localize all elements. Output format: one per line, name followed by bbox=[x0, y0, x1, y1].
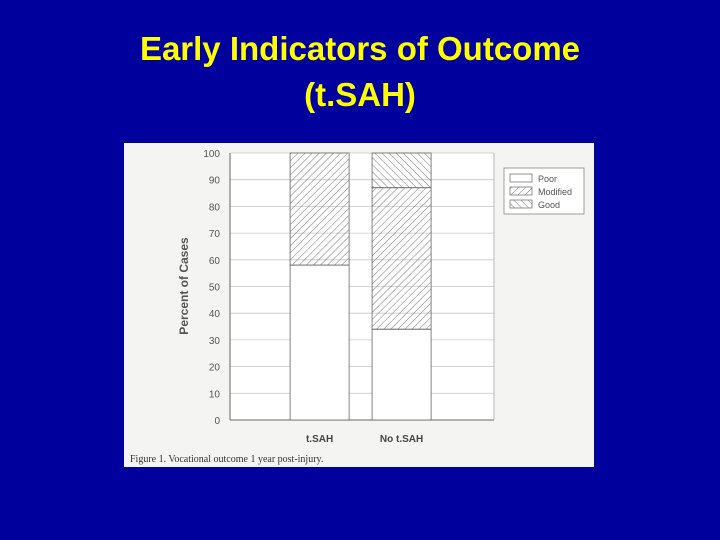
x-tick-label: No t.SAH bbox=[380, 434, 423, 445]
legend-swatch-modified bbox=[509, 186, 533, 196]
y-tick-label: 20 bbox=[209, 363, 221, 374]
x-tick-label: t.SAH bbox=[306, 434, 333, 445]
legend-swatch-poor bbox=[509, 173, 533, 183]
y-tick-label: 0 bbox=[214, 416, 220, 427]
stacked-bar-chart: Percent of Cases 0 10 20 30 40 50 60 70 80 90 100 t… bbox=[177, 149, 585, 445]
bar-segment-poor bbox=[371, 328, 432, 421]
y-tick-label: 30 bbox=[209, 336, 221, 347]
y-tick-label: 90 bbox=[209, 176, 221, 187]
slide-title: Early Indicators of Outcome (t.SAH) bbox=[0, 26, 720, 118]
y-tick-label: 80 bbox=[209, 202, 221, 213]
slide-title-line-2: (t.SAH) bbox=[304, 76, 416, 113]
y-tick-label: 60 bbox=[209, 256, 221, 267]
bar-segment-poor bbox=[289, 264, 350, 421]
bar-segment-modified bbox=[371, 187, 432, 330]
legend-label: Good bbox=[538, 200, 560, 210]
legend-label: Poor bbox=[538, 174, 557, 184]
figure-caption: Figure 1. Vocational outcome 1 year post… bbox=[130, 454, 324, 465]
bar-segment-good bbox=[371, 152, 432, 189]
slide-title-line-1: Early Indicators of Outcome bbox=[139, 30, 581, 67]
bar-segment-modified bbox=[289, 152, 350, 266]
figure-panel: Percent of Cases 0 10 20 30 40 50 60 70 80 90 100 t… bbox=[124, 143, 594, 467]
y-tick-label: 70 bbox=[209, 229, 221, 240]
y-tick-label: 10 bbox=[209, 389, 221, 400]
y-tick-label: 100 bbox=[203, 149, 220, 160]
legend-swatch-good bbox=[509, 199, 533, 209]
y-tick-label: 50 bbox=[209, 283, 221, 294]
y-axis-label: Percent of Cases bbox=[177, 237, 191, 335]
y-tick-label: 40 bbox=[209, 309, 221, 320]
legend-label: Modified bbox=[538, 187, 572, 197]
